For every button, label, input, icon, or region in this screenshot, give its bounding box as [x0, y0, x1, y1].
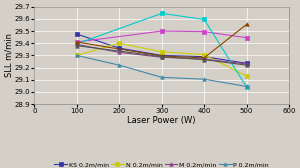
KS 0.2m/min	[118, 47, 121, 49]
P 1.2m/min	[202, 59, 206, 61]
KS 0.2m/min	[160, 54, 164, 56]
Line: P 0.2m/min: P 0.2m/min	[75, 54, 248, 88]
Legend: KS 0.2m/min, KS 1.2m/min, N 0.2m/min, N 1.2m/min, M 0.2m/min, M 1.2m/min, P 0.2m: KS 0.2m/min, KS 1.2m/min, N 0.2m/min, N …	[53, 161, 270, 168]
X-axis label: Laser Power (W): Laser Power (W)	[128, 116, 196, 125]
KS 0.2m/min	[75, 33, 79, 35]
M 1.2m/min	[245, 23, 248, 25]
M 1.2m/min	[160, 55, 164, 57]
N 1.2m/min	[245, 86, 248, 88]
Line: M 1.2m/min: M 1.2m/min	[75, 23, 248, 60]
N 0.2m/min	[160, 51, 164, 53]
M 0.2m/min	[75, 44, 79, 46]
KS 1.2m/min	[75, 41, 79, 43]
N 0.2m/min	[245, 75, 248, 77]
M 0.2m/min	[160, 56, 164, 58]
Line: P 1.2m/min: P 1.2m/min	[75, 44, 248, 67]
P 1.2m/min	[245, 64, 248, 66]
P 1.2m/min	[75, 45, 79, 47]
KS 0.2m/min	[202, 56, 206, 58]
N 1.2m/min	[160, 12, 164, 14]
P 0.2m/min	[75, 54, 79, 56]
P 0.2m/min	[160, 76, 164, 78]
N 0.2m/min	[75, 54, 79, 56]
M 1.2m/min	[75, 41, 79, 43]
M 0.2m/min	[245, 63, 248, 65]
KS 0.2m/min	[245, 62, 248, 64]
N 1.2m/min	[202, 18, 206, 20]
Y-axis label: SLL m/min: SLL m/min	[4, 33, 13, 77]
Line: N 0.2m/min: N 0.2m/min	[75, 41, 248, 78]
Line: KS 1.2m/min: KS 1.2m/min	[75, 29, 248, 44]
KS 1.2m/min	[160, 30, 164, 32]
P 0.2m/min	[118, 64, 121, 66]
N 0.2m/min	[202, 54, 206, 56]
M 0.2m/min	[202, 58, 206, 60]
KS 1.2m/min	[245, 37, 248, 39]
N 0.2m/min	[118, 42, 121, 44]
Line: KS 0.2m/min: KS 0.2m/min	[75, 32, 248, 65]
P 0.2m/min	[245, 86, 248, 88]
N 1.2m/min	[75, 43, 79, 45]
Line: N 1.2m/min: N 1.2m/min	[75, 12, 248, 89]
KS 1.2m/min	[202, 31, 206, 33]
M 0.2m/min	[118, 51, 121, 53]
M 1.2m/min	[202, 57, 206, 59]
P 0.2m/min	[202, 78, 206, 80]
P 1.2m/min	[160, 56, 164, 58]
Line: M 0.2m/min: M 0.2m/min	[75, 43, 248, 66]
